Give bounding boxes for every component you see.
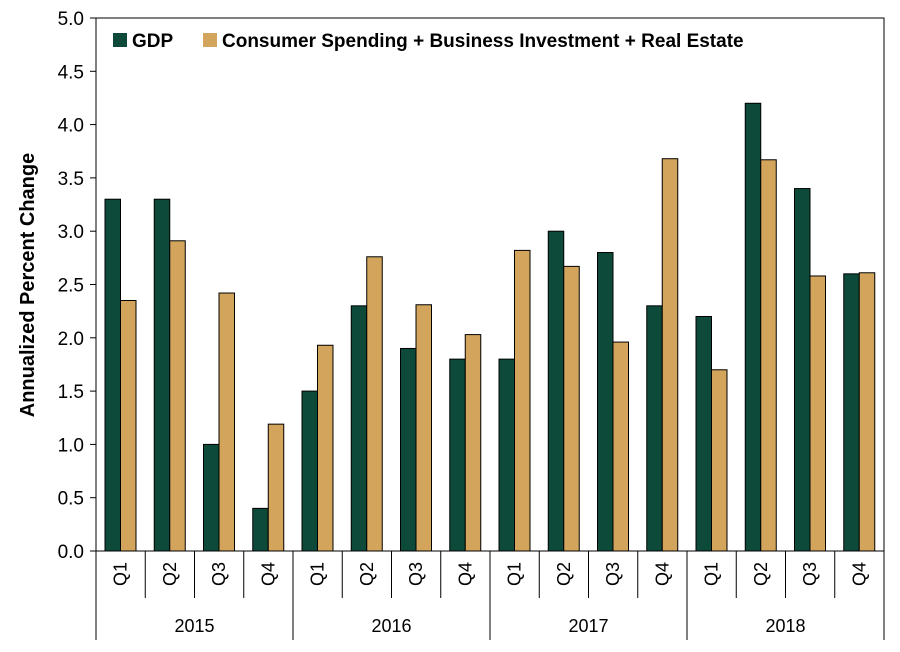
bar-consumer-business-real-estate xyxy=(760,159,777,552)
bar-gdp xyxy=(104,198,121,552)
bar-consumer-business-real-estate xyxy=(809,275,826,552)
bar-gdp xyxy=(252,507,269,552)
bar-consumer-business-real-estate xyxy=(169,240,186,552)
legend-label-consumer-business-real-estate: Consumer Spending + Business Investment … xyxy=(222,31,744,52)
bar-gdp xyxy=(794,188,811,552)
bar-consumer-business-real-estate xyxy=(563,265,580,552)
bar-gdp xyxy=(153,198,171,552)
x-tick-label: Q2 xyxy=(751,562,771,586)
bar-gdp xyxy=(597,252,614,552)
bar-consumer-business-real-estate xyxy=(858,272,876,552)
legend-swatch-gdp xyxy=(113,33,127,47)
x-tick-label: Q1 xyxy=(505,562,525,586)
x-group-label: 2017 xyxy=(568,616,608,636)
x-tick-label: Q3 xyxy=(209,562,229,586)
x-tick-label: Q1 xyxy=(111,562,131,586)
x-tick-label: Q3 xyxy=(406,562,426,586)
y-tick-label: 3.5 xyxy=(58,169,84,190)
y-tick-label: 0.0 xyxy=(58,542,84,563)
bar-gdp xyxy=(547,230,565,552)
y-tick-label: 4.0 xyxy=(58,116,84,137)
plot-area-frame xyxy=(95,17,885,552)
y-tick-label: 5.0 xyxy=(58,9,84,30)
y-tick-label: 1.5 xyxy=(58,382,84,403)
legend: GDP Consumer Spending + Business Investm… xyxy=(113,31,744,52)
x-group-label: 2015 xyxy=(174,616,214,636)
x-tick-label: Q4 xyxy=(652,562,672,586)
bar-gdp xyxy=(350,305,368,552)
legend-label-gdp: GDP xyxy=(132,31,174,52)
y-tick-label: 2.5 xyxy=(58,276,84,297)
bar-consumer-business-real-estate xyxy=(612,341,629,552)
bar-gdp xyxy=(498,358,515,552)
x-tick-label: Q2 xyxy=(357,562,377,586)
bar-gdp xyxy=(744,102,762,552)
x-tick-label: Q1 xyxy=(308,562,328,586)
bar-consumer-business-real-estate xyxy=(711,369,728,552)
y-axis-label: Annualized Percent Change xyxy=(17,153,39,418)
x-tick-label: Q3 xyxy=(800,562,820,586)
y-tick-label: 2.0 xyxy=(58,329,84,350)
x-tick-label: Q3 xyxy=(603,562,623,586)
bar-gdp xyxy=(301,390,318,552)
y-axis-ticks: 0.0 0.5 1.0 1.5 2.0 2.5 3.0 3.5 4.0 4.5 5.0 xyxy=(58,9,96,563)
y-tick-label: 0.5 xyxy=(58,489,84,510)
bar-consumer-business-real-estate xyxy=(267,423,285,552)
bar-consumer-business-real-estate xyxy=(464,334,482,552)
x-tick-label: Q1 xyxy=(702,562,722,586)
bar-consumer-business-real-estate xyxy=(514,249,531,552)
bar-consumer-business-real-estate xyxy=(415,304,432,552)
bar-consumer-business-real-estate xyxy=(366,256,383,552)
bar-consumer-business-real-estate xyxy=(661,158,679,552)
y-tick-label: 1.0 xyxy=(58,435,84,456)
bar-consumer-business-real-estate xyxy=(218,292,235,552)
bar-gdp xyxy=(449,358,466,552)
y-tick-label: 3.0 xyxy=(58,222,84,243)
x-group-label: 2018 xyxy=(765,616,805,636)
x-axis: Q1 Q2 Q3 Q4 Q1 Q2 Q3 Q4 Q1 Q2 Q3 Q4 Q1 Q2 Q3 Q4 2015 2016… xyxy=(95,551,885,640)
x-tick-label: Q2 xyxy=(160,562,180,586)
bar-gdp xyxy=(695,315,712,552)
bar-gdp xyxy=(203,443,220,552)
y-tick-label: 4.5 xyxy=(58,62,84,83)
bar-gdp xyxy=(843,273,860,552)
x-tick-label: Q4 xyxy=(455,562,475,586)
bar-consumer-business-real-estate xyxy=(120,299,137,552)
bars xyxy=(104,102,876,552)
x-tick-label: Q4 xyxy=(258,562,278,586)
legend-swatch-consumer-business-real-estate xyxy=(203,33,217,47)
x-tick-label: Q2 xyxy=(554,562,574,586)
x-group-label: 2016 xyxy=(371,616,411,636)
x-tick-label: Q4 xyxy=(849,562,869,586)
bar-gdp xyxy=(400,347,417,552)
bar-gdp xyxy=(646,305,663,552)
bar-consumer-business-real-estate xyxy=(317,344,334,552)
